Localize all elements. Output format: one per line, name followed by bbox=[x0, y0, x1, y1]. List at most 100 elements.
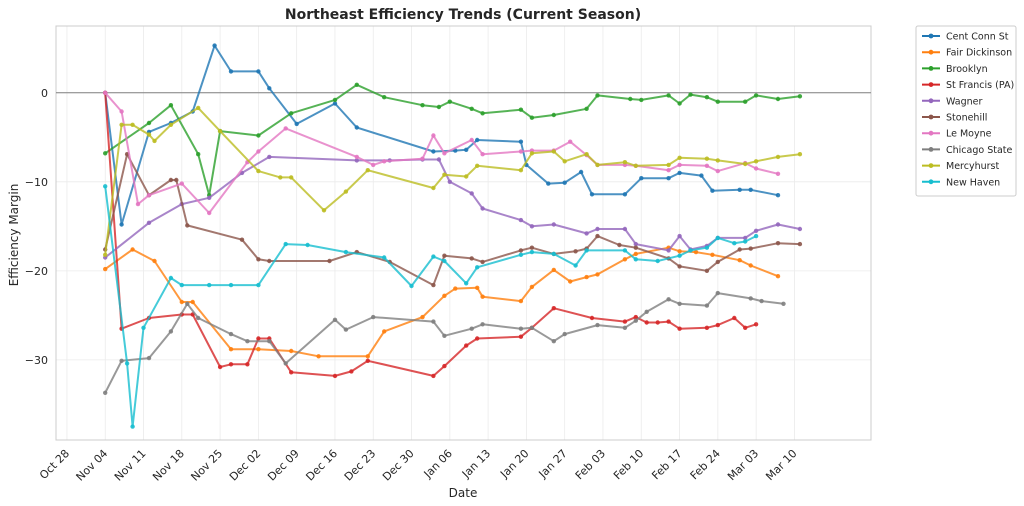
series-layer bbox=[103, 43, 803, 429]
series-line bbox=[104, 106, 801, 255]
legend-marker bbox=[928, 66, 934, 71]
data-point bbox=[693, 249, 699, 255]
data-point bbox=[546, 181, 551, 186]
data-point bbox=[332, 317, 338, 322]
series-line bbox=[104, 83, 801, 197]
data-point bbox=[464, 174, 469, 179]
legend-marker bbox=[928, 179, 934, 185]
data-point bbox=[797, 241, 803, 247]
data-point bbox=[715, 235, 720, 241]
data-point bbox=[431, 282, 436, 288]
data-point bbox=[179, 299, 184, 305]
data-point bbox=[267, 154, 272, 160]
data-point bbox=[343, 189, 349, 194]
legend-marker bbox=[928, 82, 934, 87]
data-point bbox=[327, 258, 332, 264]
data-point bbox=[633, 241, 638, 247]
data-point bbox=[573, 249, 578, 254]
data-point bbox=[622, 160, 628, 165]
data-point bbox=[119, 122, 124, 128]
data-point bbox=[332, 373, 338, 379]
data-point bbox=[748, 187, 753, 192]
data-point bbox=[584, 152, 589, 157]
legend-label: Brooklyn bbox=[946, 64, 988, 75]
data-point bbox=[475, 336, 480, 341]
data-point bbox=[168, 275, 174, 281]
data-point bbox=[354, 82, 359, 88]
data-point bbox=[518, 298, 524, 304]
data-point bbox=[152, 258, 157, 264]
series-fair-dickinson bbox=[103, 245, 781, 359]
data-point bbox=[283, 241, 288, 247]
data-point bbox=[518, 217, 524, 223]
data-point bbox=[228, 347, 234, 352]
data-point bbox=[633, 318, 638, 323]
data-point bbox=[256, 282, 261, 288]
data-point bbox=[480, 322, 485, 327]
legend-box bbox=[915, 25, 1017, 197]
data-point bbox=[666, 93, 671, 98]
data-point bbox=[382, 255, 387, 260]
data-point bbox=[589, 315, 595, 321]
data-point bbox=[409, 283, 414, 289]
data-point bbox=[622, 319, 628, 324]
data-point bbox=[135, 201, 141, 207]
data-point bbox=[228, 362, 234, 367]
data-point bbox=[518, 168, 524, 173]
data-point bbox=[289, 348, 294, 354]
data-point bbox=[103, 151, 108, 156]
series-line bbox=[104, 153, 800, 287]
data-point bbox=[562, 180, 567, 185]
data-point bbox=[267, 258, 272, 264]
data-point bbox=[256, 336, 261, 341]
data-point bbox=[562, 331, 567, 337]
plot-area bbox=[55, 25, 872, 441]
data-point bbox=[737, 258, 742, 263]
data-point bbox=[529, 224, 535, 229]
data-point bbox=[704, 156, 710, 161]
data-point bbox=[595, 226, 600, 232]
data-point bbox=[775, 222, 781, 227]
data-point bbox=[442, 363, 447, 369]
data-point bbox=[228, 282, 234, 288]
data-point bbox=[332, 97, 338, 103]
data-point bbox=[622, 325, 628, 330]
data-point bbox=[256, 133, 261, 138]
data-point bbox=[469, 256, 474, 261]
data-point bbox=[179, 181, 184, 186]
data-point bbox=[217, 128, 223, 134]
data-point bbox=[119, 109, 124, 114]
data-point bbox=[207, 282, 212, 288]
data-point bbox=[775, 241, 781, 246]
data-point bbox=[420, 156, 425, 161]
data-point bbox=[595, 233, 600, 239]
data-point bbox=[551, 222, 556, 227]
data-point bbox=[289, 175, 294, 180]
data-point bbox=[343, 249, 349, 255]
legend-label: Wagner bbox=[946, 96, 983, 107]
data-point bbox=[666, 176, 671, 181]
data-point bbox=[743, 235, 748, 241]
data-point bbox=[453, 286, 458, 291]
data-point bbox=[715, 99, 720, 104]
data-point bbox=[775, 274, 781, 279]
data-point bbox=[518, 149, 524, 154]
data-point bbox=[644, 309, 649, 314]
data-point bbox=[551, 339, 556, 344]
chart-title: Northeast Efficiency Trends (Current Sea… bbox=[285, 7, 641, 23]
data-point bbox=[715, 168, 720, 174]
data-point bbox=[753, 228, 759, 233]
data-point bbox=[228, 331, 234, 337]
data-point bbox=[321, 208, 327, 213]
data-point bbox=[655, 320, 660, 325]
data-point bbox=[480, 294, 485, 299]
data-point bbox=[371, 162, 376, 168]
data-point bbox=[710, 252, 715, 257]
legend-marker bbox=[928, 49, 934, 55]
data-point bbox=[480, 259, 485, 265]
data-point bbox=[732, 241, 737, 246]
data-point bbox=[518, 326, 524, 331]
data-point bbox=[130, 122, 135, 128]
data-point bbox=[529, 249, 535, 255]
data-point bbox=[617, 242, 622, 248]
